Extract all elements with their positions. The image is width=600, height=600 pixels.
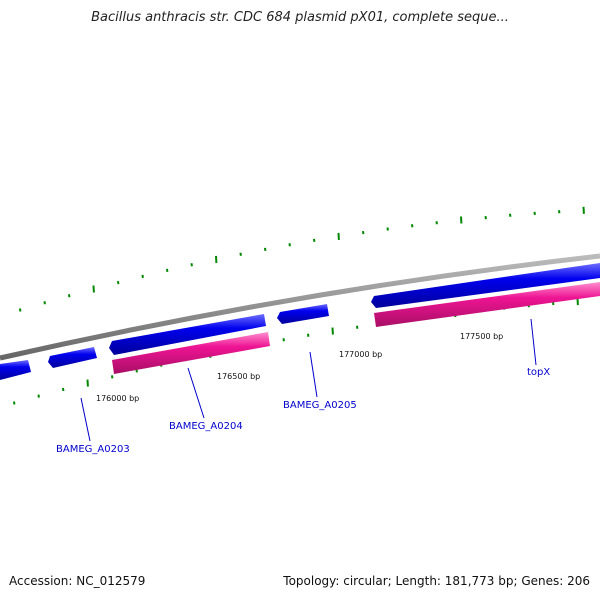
- gene-bameg-a0205[interactable]: [277, 304, 329, 324]
- gene-label-bameg-a0204[interactable]: BAMEG_A0204: [169, 421, 243, 432]
- gene-label-bameg-a0205[interactable]: BAMEG_A0205: [283, 400, 357, 411]
- gene-features: [0, 263, 600, 380]
- scale-label-176000: 176000 bp: [96, 394, 139, 403]
- gene-bameg-a0204[interactable]: [112, 332, 270, 374]
- sequence-backbone: [0, 253, 600, 361]
- gene-topx[interactable]: [374, 282, 600, 327]
- sequence-summary: Topology: circular; Length: 181,773 bp; …: [283, 574, 590, 588]
- gene-topx-forward[interactable]: [371, 263, 600, 308]
- gene-bameg-a0204-forward[interactable]: [109, 314, 266, 355]
- gene-label-bameg-a0203[interactable]: BAMEG_A0203: [56, 444, 130, 455]
- scale-label-177000: 177000 bp: [339, 350, 382, 359]
- gene-label-topx[interactable]: topX: [527, 367, 550, 378]
- scale-label-177500: 177500 bp: [460, 332, 503, 341]
- gene-forward-1[interactable]: [0, 360, 31, 380]
- gene-bameg-a0203[interactable]: [48, 347, 97, 368]
- scale-label-176500: 176500 bp: [217, 372, 260, 381]
- accession-text: Accession: NC_012579: [9, 574, 146, 588]
- label-leaders: [80, 318, 537, 442]
- map-title: Bacillus anthracis str. CDC 684 plasmid …: [91, 10, 509, 25]
